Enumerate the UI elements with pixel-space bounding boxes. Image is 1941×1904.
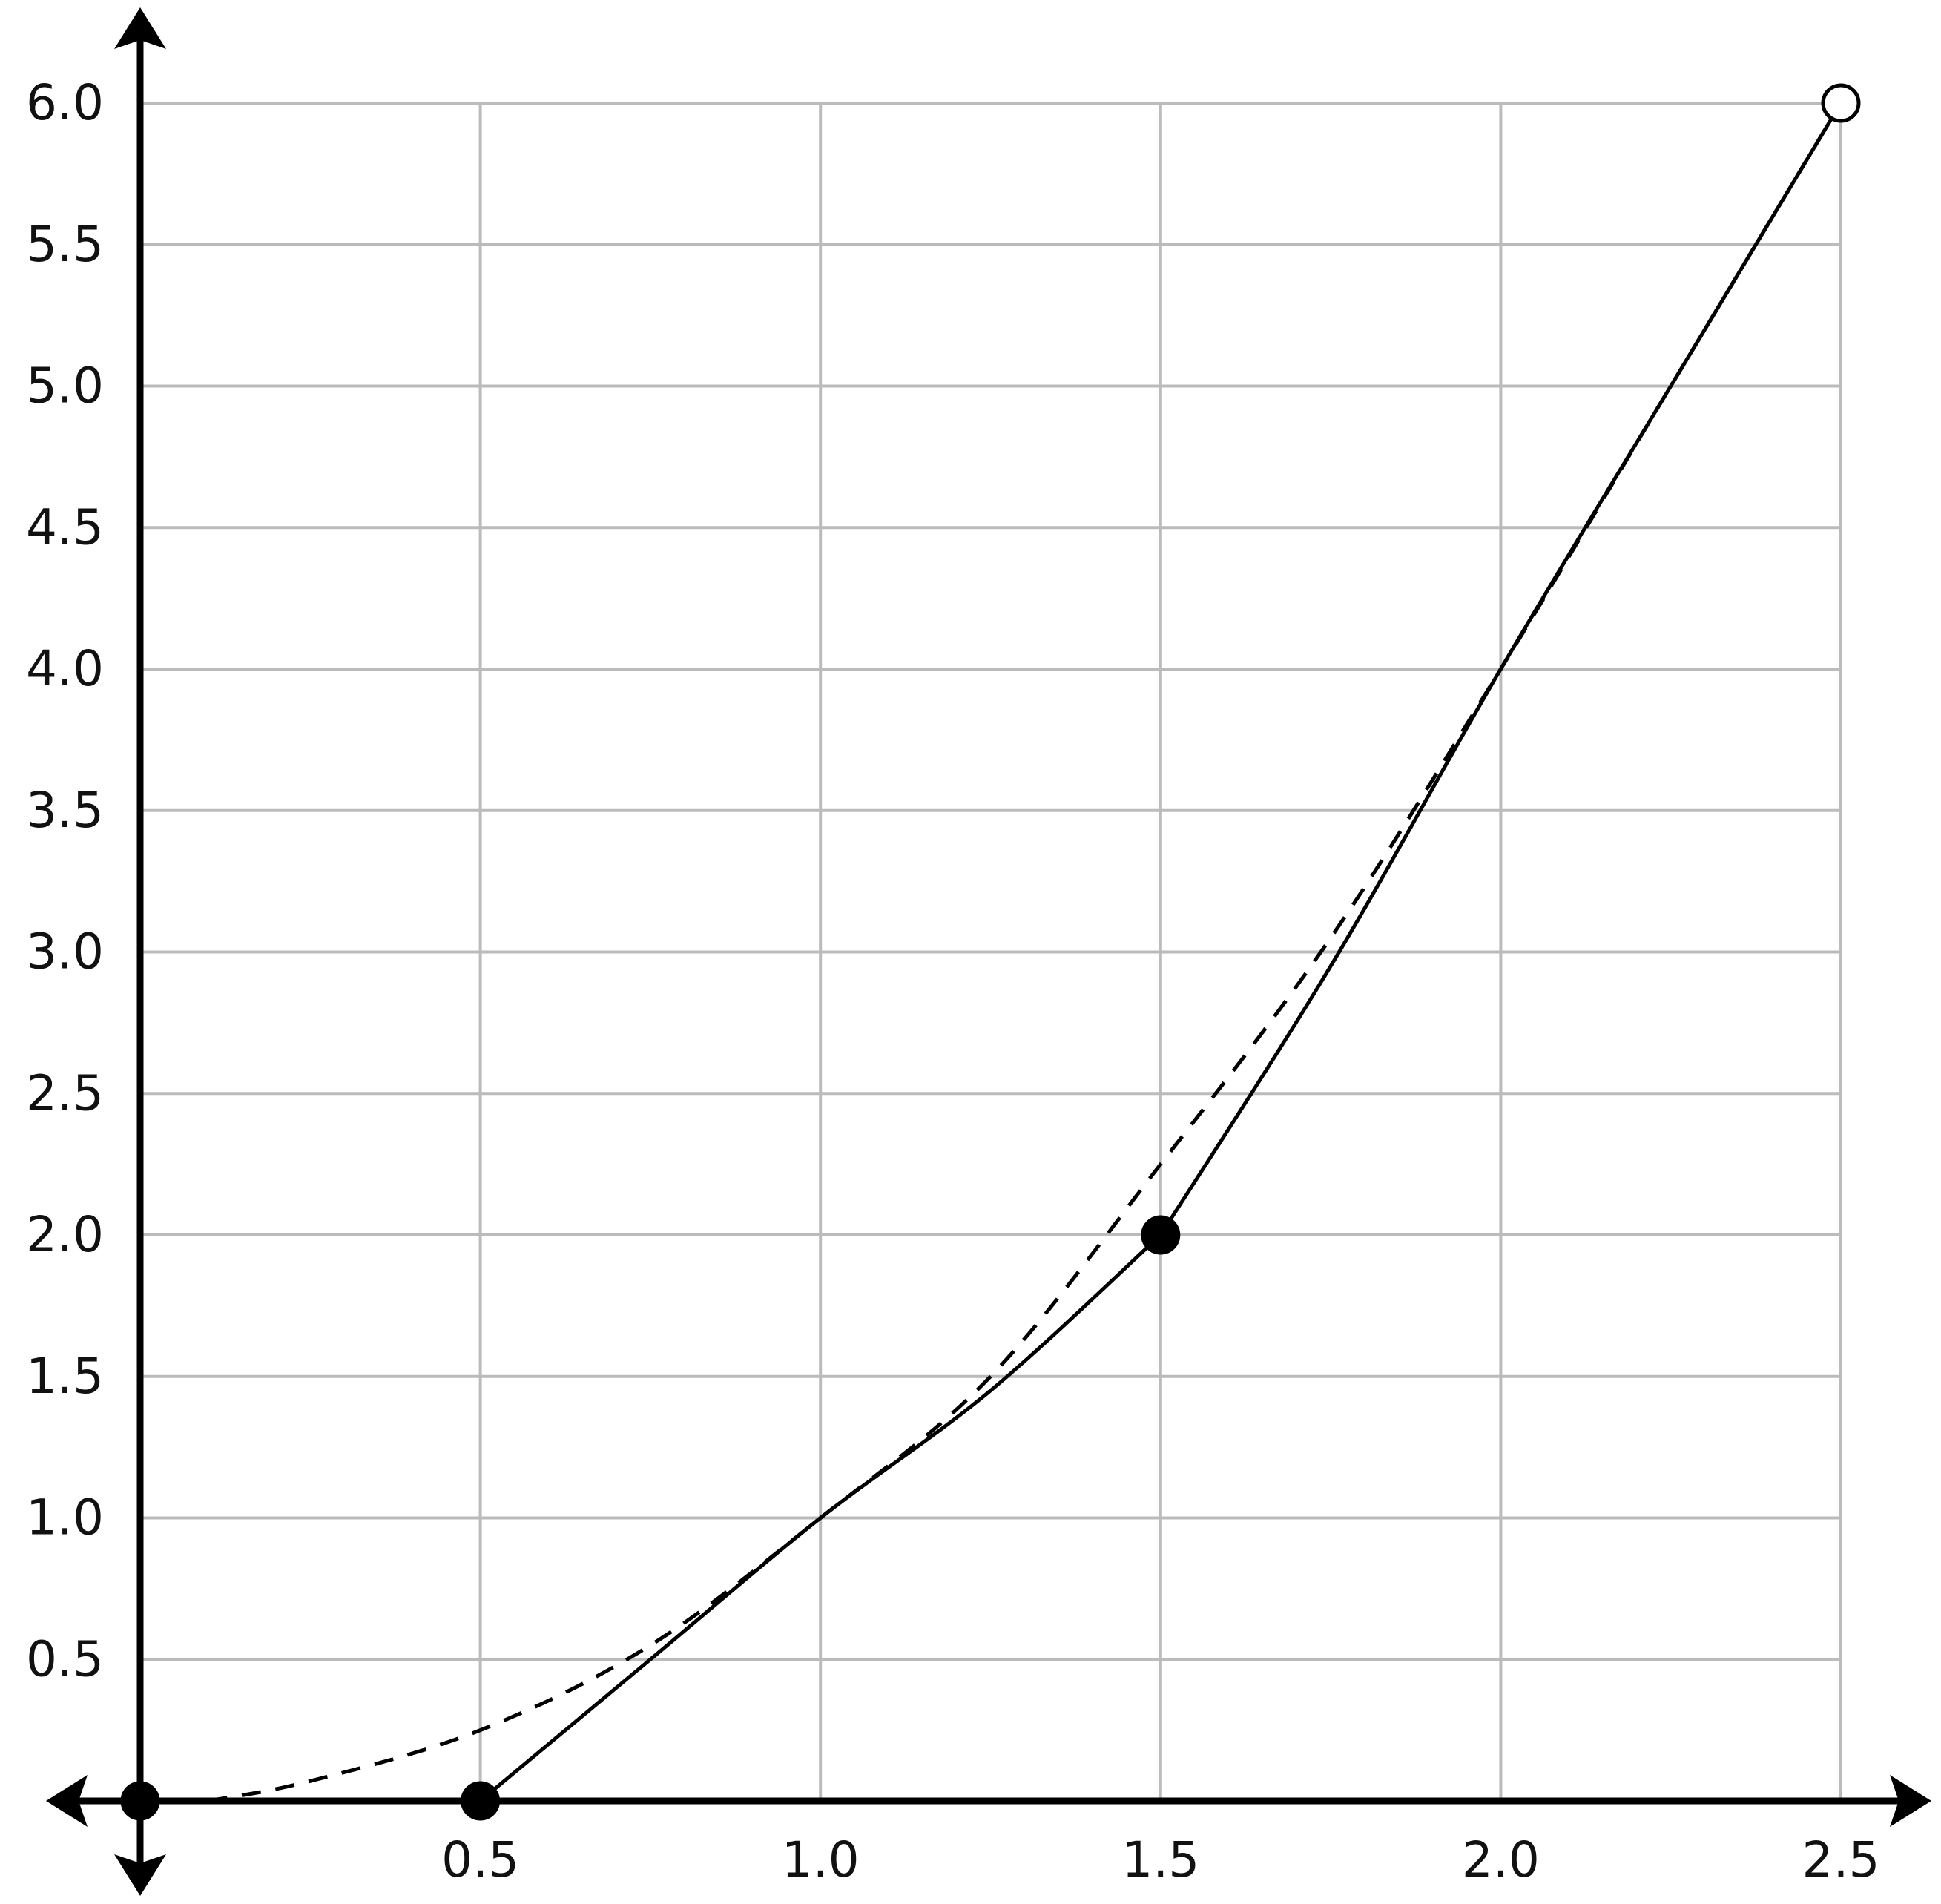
x-tick-label: 2.0 — [1462, 1831, 1540, 1888]
x-axis-arrow — [1890, 1775, 1931, 1827]
x-tick-label: 1.0 — [782, 1831, 860, 1888]
closed-point — [1141, 1215, 1181, 1255]
grid — [140, 102, 1842, 1801]
tick-labels: 0.5 1.0 1.5 2.0 2.5 3.0 3.5 4.0 4.5 5.0 5.5 6.0 0.5 1… — [26, 74, 1879, 1888]
closed-point — [120, 1781, 160, 1821]
open-point — [1821, 83, 1861, 123]
y-tick-label: 2.0 — [26, 1206, 104, 1263]
dashed-curve — [208, 102, 1843, 1803]
solid-curve — [479, 1233, 1162, 1802]
y-tick-label: 5.5 — [26, 216, 104, 273]
x-tick-label: 0.5 — [441, 1831, 519, 1888]
x-axis-arrow — [46, 1775, 88, 1827]
y-tick-label: 3.0 — [26, 923, 104, 981]
y-tick-label: 1.5 — [26, 1348, 104, 1405]
y-axis-arrow — [114, 1854, 166, 1896]
y-tick-label: 3.5 — [26, 782, 104, 839]
curves — [208, 102, 1843, 1803]
y-axis-arrow — [114, 7, 166, 49]
y-tick-label: 1.0 — [26, 1489, 104, 1546]
points — [120, 83, 1861, 1821]
x-tick-label: 1.5 — [1121, 1831, 1199, 1888]
y-tick-label: 4.5 — [26, 498, 104, 556]
x-tick-label: 2.5 — [1802, 1831, 1880, 1888]
y-tick-label: 0.5 — [26, 1630, 104, 1687]
axes — [46, 7, 1931, 1896]
y-tick-label: 4.0 — [26, 640, 104, 697]
closed-point — [461, 1781, 501, 1821]
y-tick-label: 6.0 — [26, 74, 104, 131]
y-tick-label: 5.0 — [26, 358, 104, 415]
y-tick-label: 2.5 — [26, 1064, 104, 1121]
solid-curve — [1159, 102, 1843, 1236]
